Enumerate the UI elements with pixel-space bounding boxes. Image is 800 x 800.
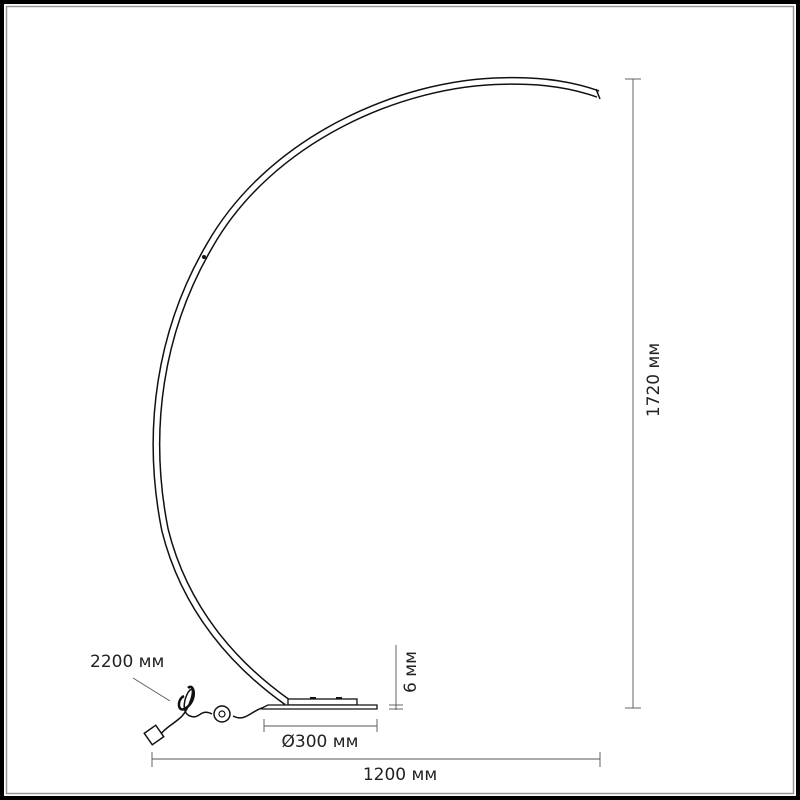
cable-length-label: 2200 мм [90,652,164,672]
cable-leader-line [132,677,171,702]
lamp-base [261,697,378,710]
height-label: 1720 мм [644,343,664,417]
width-label: 1200 мм [363,765,437,785]
plug-icon [143,724,165,746]
power-cable [159,685,263,736]
base-thickness-label: 6 мм [401,651,421,693]
lamp-arc [152,76,601,706]
joint-screw-icon [202,255,206,259]
frame-inner [5,5,795,795]
base-diameter-label: Ø300 мм [282,732,359,752]
dimension-lines [151,78,641,767]
